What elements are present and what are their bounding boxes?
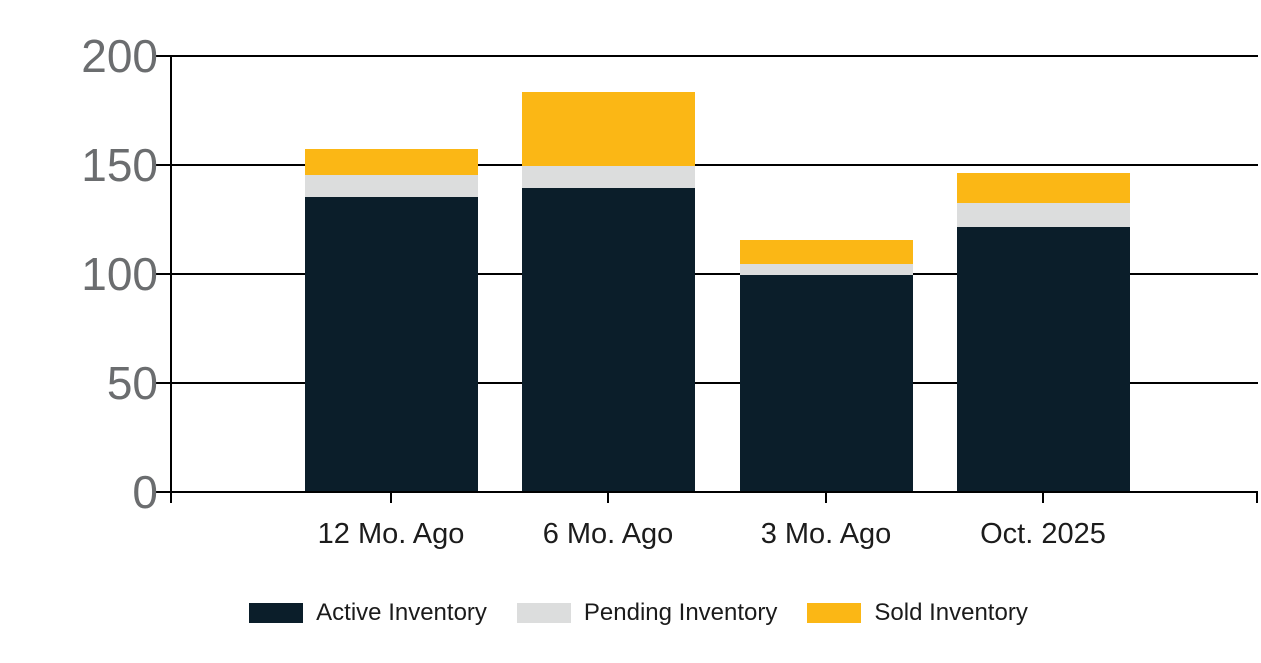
legend-swatch-pending-inventory (516, 603, 571, 623)
x-axis-label: 3 Mo. Ago (760, 518, 892, 550)
bar-segment-sold-inventory (522, 92, 695, 167)
x-axis-label: 12 Mo. Ago (317, 518, 465, 550)
bar-6-mo-ago (522, 92, 695, 491)
gridline (170, 273, 1258, 275)
y-axis-label: 100 (81, 248, 158, 300)
bar-segment-pending-inventory (522, 166, 695, 188)
x-axis-tick (607, 493, 609, 503)
bar-segment-pending-inventory (957, 203, 1130, 228)
y-axis-tick (156, 491, 170, 493)
y-axis-tick (156, 382, 170, 384)
legend-item-sold-inventory: Sold Inventory (807, 598, 1028, 628)
bar-12-mo-ago (305, 148, 478, 491)
x-axis-tick (1256, 493, 1258, 503)
x-axis-label: 6 Mo. Ago (542, 518, 674, 550)
y-axis-label: 150 (81, 139, 158, 191)
bar-segment-pending-inventory (305, 174, 478, 197)
y-axis-tick (156, 273, 170, 275)
legend-swatch-sold-inventory (807, 603, 862, 623)
bar-segment-active-inventory (957, 227, 1130, 491)
legend: Active Inventory Pending Inventory Sold In… (8, 598, 1261, 628)
bar-3-mo-ago (740, 240, 913, 491)
bar-segment-sold-inventory (305, 148, 478, 175)
legend-item-pending-inventory: Pending Inventory (516, 598, 778, 628)
bar-segment-active-inventory (522, 188, 695, 491)
bar-segment-sold-inventory (740, 240, 913, 265)
x-axis-tick (170, 493, 172, 503)
gridline (170, 164, 1258, 166)
x-axis-tick (1042, 493, 1044, 503)
legend-item-active-inventory: Active Inventory (249, 598, 487, 628)
legend-swatch-active-inventory (249, 603, 304, 623)
legend-label: Active Inventory (316, 599, 487, 626)
bar-oct-2025 (957, 172, 1130, 491)
x-axis-tick (825, 493, 827, 503)
y-axis-label: 0 (132, 466, 158, 518)
y-axis-tick (156, 55, 170, 57)
y-axis-label: 200 (81, 30, 158, 82)
bar-segment-active-inventory (305, 196, 478, 491)
x-axis-tick (390, 493, 392, 503)
plot-area (156, 55, 1258, 503)
bar-segment-sold-inventory (957, 172, 1130, 204)
x-axis-label: Oct. 2025 (980, 518, 1106, 550)
bar-segment-pending-inventory (740, 264, 913, 276)
bar-segment-active-inventory (740, 275, 913, 491)
legend-label: Pending Inventory (583, 599, 778, 626)
y-axis-tick (156, 164, 170, 166)
y-axis-label: 50 (106, 357, 158, 409)
gridline (170, 382, 1258, 384)
legend-label: Sold Inventory (874, 599, 1028, 626)
gridline (170, 55, 1258, 57)
